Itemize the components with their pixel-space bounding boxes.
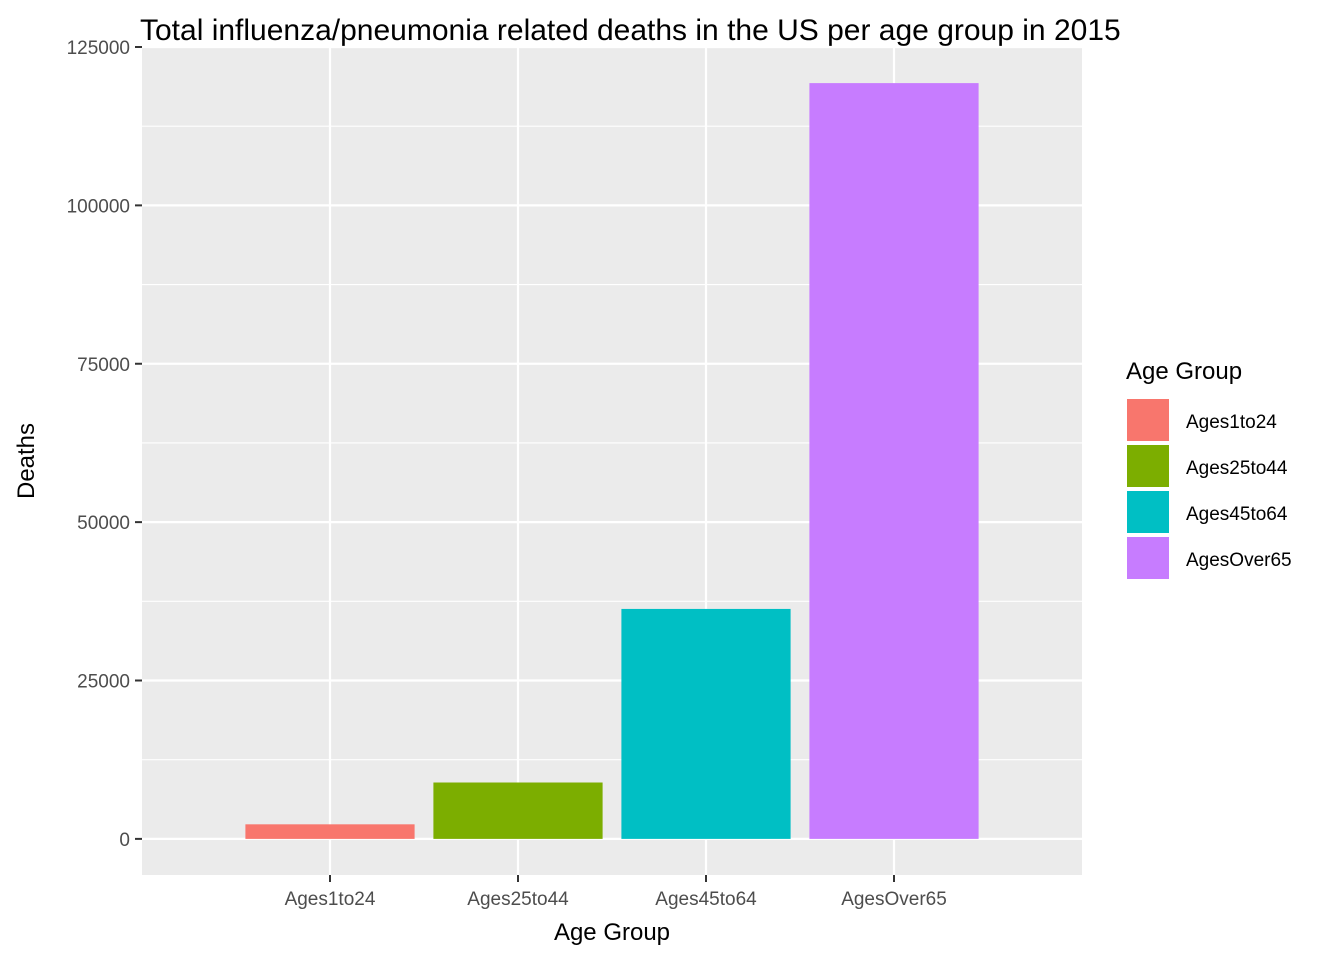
legend-title: Age Group — [1126, 358, 1242, 385]
x-axis: Ages1to24 Ages25to44 Ages45to64 AgesOver65 — [285, 875, 947, 910]
legend-swatch-Ages1to24 — [1125, 397, 1171, 443]
bar-Ages1to24 — [245, 824, 415, 839]
legend-swatch-Ages25to44 — [1125, 443, 1171, 489]
y-tick-label: 50000 — [77, 513, 130, 534]
legend-label-Ages25to44: Ages25to44 — [1186, 458, 1288, 479]
x-axis-title: Age Group — [554, 919, 670, 946]
bars — [245, 83, 979, 839]
y-tick-label: 25000 — [77, 672, 130, 693]
y-tick-label: 100000 — [67, 196, 130, 217]
x-tick-label: Ages25to44 — [467, 889, 569, 910]
legend-swatch-AgesOver65 — [1125, 535, 1171, 581]
y-tick-label: 125000 — [67, 38, 130, 59]
legend-label-AgesOver65: AgesOver65 — [1186, 550, 1292, 571]
legend: Age Group Ages1to24 Ages25to44 Ages45to64 A… — [1125, 358, 1292, 581]
legend-swatch-Ages45to64 — [1125, 489, 1171, 535]
chart-title: Total influenza/pneumonia related deaths… — [140, 14, 1121, 47]
bar-Ages45to64 — [621, 608, 791, 839]
x-tick-label: Ages1to24 — [285, 889, 376, 910]
bar-AgesOver65 — [809, 83, 979, 839]
y-axis: 0 25000 50000 75000 100000 125000 — [67, 38, 142, 851]
y-axis-title: Deaths — [13, 423, 40, 499]
x-tick-label: Ages45to64 — [655, 889, 757, 910]
x-tick-label: AgesOver65 — [841, 889, 947, 910]
legend-label-Ages1to24: Ages1to24 — [1186, 412, 1277, 433]
legend-label-Ages45to64: Ages45to64 — [1186, 504, 1288, 525]
bar-Ages25to44 — [433, 782, 603, 839]
y-tick-label: 0 — [119, 830, 130, 851]
y-tick-label: 75000 — [77, 355, 130, 376]
